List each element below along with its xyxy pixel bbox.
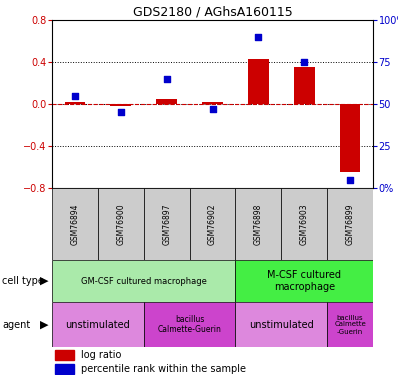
Point (164, 76, 170, 82)
Point (301, 59, 307, 65)
FancyBboxPatch shape (52, 188, 98, 260)
Text: unstimulated: unstimulated (66, 320, 130, 330)
Point (209, 106, 216, 112)
FancyBboxPatch shape (189, 188, 236, 260)
FancyBboxPatch shape (52, 260, 236, 302)
Text: GSM76900: GSM76900 (116, 203, 125, 245)
Text: GSM76902: GSM76902 (208, 203, 217, 245)
Text: log ratio: log ratio (81, 350, 121, 360)
FancyBboxPatch shape (327, 188, 373, 260)
Bar (248, 59, 269, 104)
FancyBboxPatch shape (144, 302, 236, 347)
Text: ▶: ▶ (40, 320, 48, 330)
Point (347, 177, 353, 183)
Text: GSM76898: GSM76898 (254, 203, 263, 245)
FancyBboxPatch shape (327, 302, 373, 347)
Bar (64, 102, 85, 104)
Point (117, 110, 124, 116)
Point (72, 93, 78, 99)
FancyBboxPatch shape (52, 302, 144, 347)
Text: GM-CSF cultured macrophage: GM-CSF cultured macrophage (81, 276, 207, 285)
FancyBboxPatch shape (144, 188, 189, 260)
Text: percentile rank within the sample: percentile rank within the sample (81, 364, 246, 374)
Bar (340, 104, 361, 172)
Title: GDS2180 / AGhsA160115: GDS2180 / AGhsA160115 (133, 6, 293, 19)
Bar (55, 350, 74, 360)
Bar (111, 104, 131, 106)
Bar (55, 364, 74, 374)
Text: GSM76899: GSM76899 (345, 203, 355, 245)
Text: ▶: ▶ (40, 276, 48, 286)
Bar (156, 99, 177, 104)
FancyBboxPatch shape (236, 188, 281, 260)
Text: cell type: cell type (2, 276, 44, 286)
Text: GSM76897: GSM76897 (162, 203, 171, 245)
Text: bacillus
Calmette
-Guerin: bacillus Calmette -Guerin (334, 315, 366, 334)
FancyBboxPatch shape (236, 302, 327, 347)
Text: bacillus
Calmette-Guerin: bacillus Calmette-Guerin (158, 315, 222, 334)
Text: agent: agent (2, 320, 30, 330)
Text: GSM76903: GSM76903 (300, 203, 309, 245)
Text: unstimulated: unstimulated (249, 320, 314, 330)
FancyBboxPatch shape (236, 260, 373, 302)
FancyBboxPatch shape (281, 188, 327, 260)
Text: GSM76894: GSM76894 (70, 203, 80, 245)
Text: M-CSF cultured
macrophage: M-CSF cultured macrophage (267, 270, 341, 292)
Point (255, 34, 261, 40)
Bar (202, 102, 223, 104)
Bar (294, 67, 314, 104)
FancyBboxPatch shape (98, 188, 144, 260)
